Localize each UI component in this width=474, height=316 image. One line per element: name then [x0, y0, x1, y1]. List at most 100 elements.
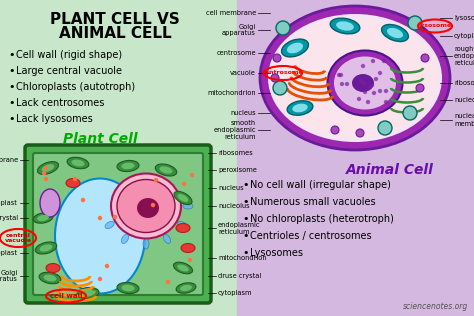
- Text: cell membrane: cell membrane: [206, 10, 256, 16]
- Text: mitochondrion: mitochondrion: [218, 255, 266, 261]
- Ellipse shape: [174, 191, 192, 205]
- Text: •: •: [8, 50, 15, 60]
- Text: lysosome: lysosome: [454, 15, 474, 21]
- Circle shape: [155, 204, 157, 206]
- Ellipse shape: [176, 283, 196, 293]
- Circle shape: [403, 106, 417, 120]
- Circle shape: [356, 82, 359, 86]
- Text: cytoplasm: cytoplasm: [218, 290, 253, 296]
- Text: No cell wall (irregular shape): No cell wall (irregular shape): [250, 180, 391, 190]
- Circle shape: [386, 96, 390, 100]
- Text: mitochondrion: mitochondrion: [207, 90, 256, 96]
- Ellipse shape: [105, 222, 114, 228]
- Ellipse shape: [82, 290, 95, 296]
- FancyBboxPatch shape: [33, 153, 203, 295]
- Text: ribosomes: ribosomes: [218, 150, 253, 156]
- Circle shape: [349, 58, 353, 60]
- Text: •: •: [8, 82, 15, 92]
- Text: centrosome: centrosome: [216, 50, 256, 56]
- Ellipse shape: [137, 198, 159, 218]
- Text: nucleus: nucleus: [230, 110, 256, 116]
- Ellipse shape: [260, 6, 450, 150]
- Circle shape: [385, 92, 389, 94]
- FancyBboxPatch shape: [25, 145, 211, 303]
- Ellipse shape: [181, 244, 195, 252]
- Circle shape: [168, 224, 172, 228]
- Text: druse crystal: druse crystal: [218, 273, 261, 279]
- Circle shape: [337, 102, 339, 106]
- Text: chloroplast: chloroplast: [0, 250, 18, 256]
- Ellipse shape: [382, 24, 409, 41]
- Text: vacuole: vacuole: [230, 70, 256, 76]
- Ellipse shape: [268, 14, 442, 142]
- Text: Lack centrosomes: Lack centrosomes: [16, 98, 104, 108]
- Circle shape: [92, 228, 95, 232]
- Circle shape: [147, 240, 151, 244]
- Text: No chloroplasts (heterotroph): No chloroplasts (heterotroph): [250, 214, 394, 224]
- Circle shape: [273, 54, 281, 62]
- Circle shape: [119, 252, 122, 254]
- Ellipse shape: [155, 164, 177, 176]
- Circle shape: [101, 240, 104, 242]
- Ellipse shape: [121, 234, 128, 244]
- Circle shape: [356, 129, 364, 137]
- Ellipse shape: [176, 223, 190, 233]
- Ellipse shape: [387, 28, 403, 38]
- Text: endoplasmic
reticulum: endoplasmic reticulum: [218, 222, 261, 234]
- Ellipse shape: [282, 39, 309, 57]
- Ellipse shape: [328, 51, 402, 116]
- Text: Numerous small vacuoles: Numerous small vacuoles: [250, 197, 375, 207]
- Text: Golgi
apparatus: Golgi apparatus: [0, 270, 18, 283]
- Text: amyloplast: amyloplast: [0, 200, 18, 206]
- Ellipse shape: [67, 157, 89, 169]
- Ellipse shape: [121, 285, 135, 291]
- Ellipse shape: [37, 215, 49, 221]
- Text: Lysosomes: Lysosomes: [250, 248, 303, 258]
- Ellipse shape: [177, 264, 189, 271]
- Text: rough
endoplasmic
reticulum: rough endoplasmic reticulum: [454, 46, 474, 66]
- Text: •: •: [242, 197, 248, 207]
- Text: nucleolus: nucleolus: [218, 203, 250, 209]
- Text: cytoplasm: cytoplasm: [454, 33, 474, 39]
- Circle shape: [361, 83, 364, 87]
- Ellipse shape: [44, 275, 56, 282]
- Circle shape: [74, 165, 78, 167]
- Ellipse shape: [336, 21, 354, 31]
- Circle shape: [189, 210, 191, 214]
- Ellipse shape: [39, 244, 53, 252]
- Ellipse shape: [272, 18, 438, 138]
- Text: Golgi
apparatus: Golgi apparatus: [222, 23, 256, 37]
- Circle shape: [346, 86, 348, 88]
- Ellipse shape: [39, 272, 61, 284]
- Ellipse shape: [164, 234, 171, 244]
- Text: •: •: [8, 66, 15, 76]
- Text: raphide crystal: raphide crystal: [0, 215, 18, 221]
- Ellipse shape: [330, 18, 360, 34]
- Text: ANIMAL CELL: ANIMAL CELL: [59, 26, 171, 41]
- Circle shape: [388, 90, 391, 94]
- Text: sciencenotes.org: sciencenotes.org: [403, 302, 468, 311]
- Ellipse shape: [178, 194, 188, 202]
- Text: •: •: [242, 180, 248, 190]
- Circle shape: [368, 100, 372, 102]
- Ellipse shape: [42, 164, 55, 172]
- Ellipse shape: [183, 203, 193, 209]
- Circle shape: [391, 87, 393, 89]
- Ellipse shape: [180, 285, 192, 291]
- Text: central
vacuole: central vacuole: [4, 233, 32, 243]
- Circle shape: [177, 271, 181, 275]
- Circle shape: [331, 126, 339, 134]
- Text: nuclear
membrane: nuclear membrane: [454, 113, 474, 126]
- Ellipse shape: [334, 57, 396, 110]
- Ellipse shape: [143, 239, 149, 249]
- Text: •: •: [242, 248, 248, 258]
- Ellipse shape: [287, 43, 303, 53]
- Ellipse shape: [292, 104, 308, 112]
- Circle shape: [143, 234, 146, 236]
- Ellipse shape: [72, 160, 84, 167]
- Circle shape: [340, 90, 344, 94]
- Circle shape: [271, 74, 279, 82]
- Text: cell membrane: cell membrane: [0, 157, 18, 163]
- Ellipse shape: [77, 288, 99, 299]
- Ellipse shape: [160, 167, 173, 173]
